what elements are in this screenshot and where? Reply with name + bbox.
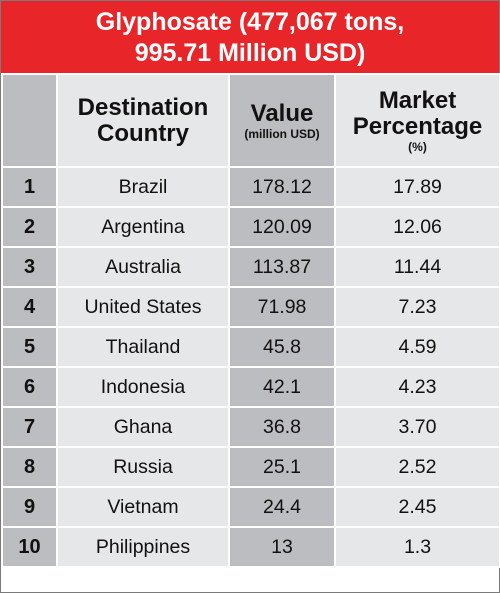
rank-cell: 4: [1, 286, 58, 328]
percentage-cell: 4.23: [334, 366, 500, 408]
table-row: 6 Indonesia 42.1 4.23: [1, 366, 500, 408]
country-cell: Thailand: [56, 326, 230, 368]
percentage-cell: 2.45: [334, 486, 500, 528]
table-body: 1 Brazil 178.12 17.89 2 Argentina 120.09 12.06 3…: [1, 166, 500, 568]
rank-cell: 3: [1, 246, 58, 288]
value-cell: 113.87: [228, 246, 336, 288]
destination-table: Destination Country Value (million USD) …: [1, 73, 500, 568]
country-cell: Ghana: [56, 406, 230, 448]
percentage-cell: 4.59: [334, 326, 500, 368]
header-value: Value (million USD): [228, 73, 336, 168]
rank-cell: 1: [1, 166, 58, 208]
rank-cell: 8: [1, 446, 58, 488]
table-row: 7 Ghana 36.8 3.70: [1, 406, 500, 448]
header-destination-country-label: Destination Country: [77, 93, 209, 147]
header-market-percentage: Market Percentage (%): [334, 73, 500, 168]
value-cell: 45.8: [228, 326, 336, 368]
header-market-percentage-unit: (%): [408, 139, 427, 154]
header-row: Destination Country Value (million USD) …: [1, 73, 500, 168]
rank-cell: 7: [1, 406, 58, 448]
percentage-cell: 2.52: [334, 446, 500, 488]
country-cell: Brazil: [56, 166, 230, 208]
table-row: 8 Russia 25.1 2.52: [1, 446, 500, 488]
percentage-cell: 3.70: [334, 406, 500, 448]
table-title: Glyphosate (477,067 tons, 995.71 Million…: [1, 1, 499, 73]
rank-cell: 2: [1, 206, 58, 248]
table-row: 3 Australia 113.87 11.44: [1, 246, 500, 288]
percentage-cell: 11.44: [334, 246, 500, 288]
value-cell: 25.1: [228, 446, 336, 488]
header-destination-country: Destination Country: [56, 73, 230, 168]
value-cell: 120.09: [228, 206, 336, 248]
title-line-1: Glyphosate (477,067 tons,: [95, 8, 405, 36]
value-cell: 178.12: [228, 166, 336, 208]
table-row: 9 Vietnam 24.4 2.45: [1, 486, 500, 528]
value-cell: 42.1: [228, 366, 336, 408]
header-value-label: Value: [250, 99, 314, 127]
country-cell: Indonesia: [56, 366, 230, 408]
header-rank: [1, 73, 58, 168]
table-row: 10 Philippines 13 1.3: [1, 526, 500, 568]
percentage-cell: 17.89: [334, 166, 500, 208]
table-row: 2 Argentina 120.09 12.06: [1, 206, 500, 248]
value-cell: 36.8: [228, 406, 336, 448]
rank-cell: 5: [1, 326, 58, 368]
value-cell: 71.98: [228, 286, 336, 328]
value-cell: 13: [228, 526, 336, 568]
table-row: 1 Brazil 178.12 17.89: [1, 166, 500, 208]
country-cell: Philippines: [56, 526, 230, 568]
rank-cell: 9: [1, 486, 58, 528]
header-market-percentage-label: Market Percentage: [352, 86, 483, 140]
country-cell: Argentina: [56, 206, 230, 248]
country-cell: United States: [56, 286, 230, 328]
percentage-cell: 1.3: [334, 526, 500, 568]
rank-cell: 10: [1, 526, 58, 568]
table-row: 5 Thailand 45.8 4.59: [1, 326, 500, 368]
table-row: 4 United States 71.98 7.23: [1, 286, 500, 328]
title-line-2: 995.71 Million USD): [134, 39, 366, 67]
country-cell: Russia: [56, 446, 230, 488]
value-cell: 24.4: [228, 486, 336, 528]
rank-cell: 6: [1, 366, 58, 408]
country-cell: Australia: [56, 246, 230, 288]
percentage-cell: 12.06: [334, 206, 500, 248]
country-cell: Vietnam: [56, 486, 230, 528]
percentage-cell: 7.23: [334, 286, 500, 328]
header-value-unit: (million USD): [244, 126, 320, 141]
